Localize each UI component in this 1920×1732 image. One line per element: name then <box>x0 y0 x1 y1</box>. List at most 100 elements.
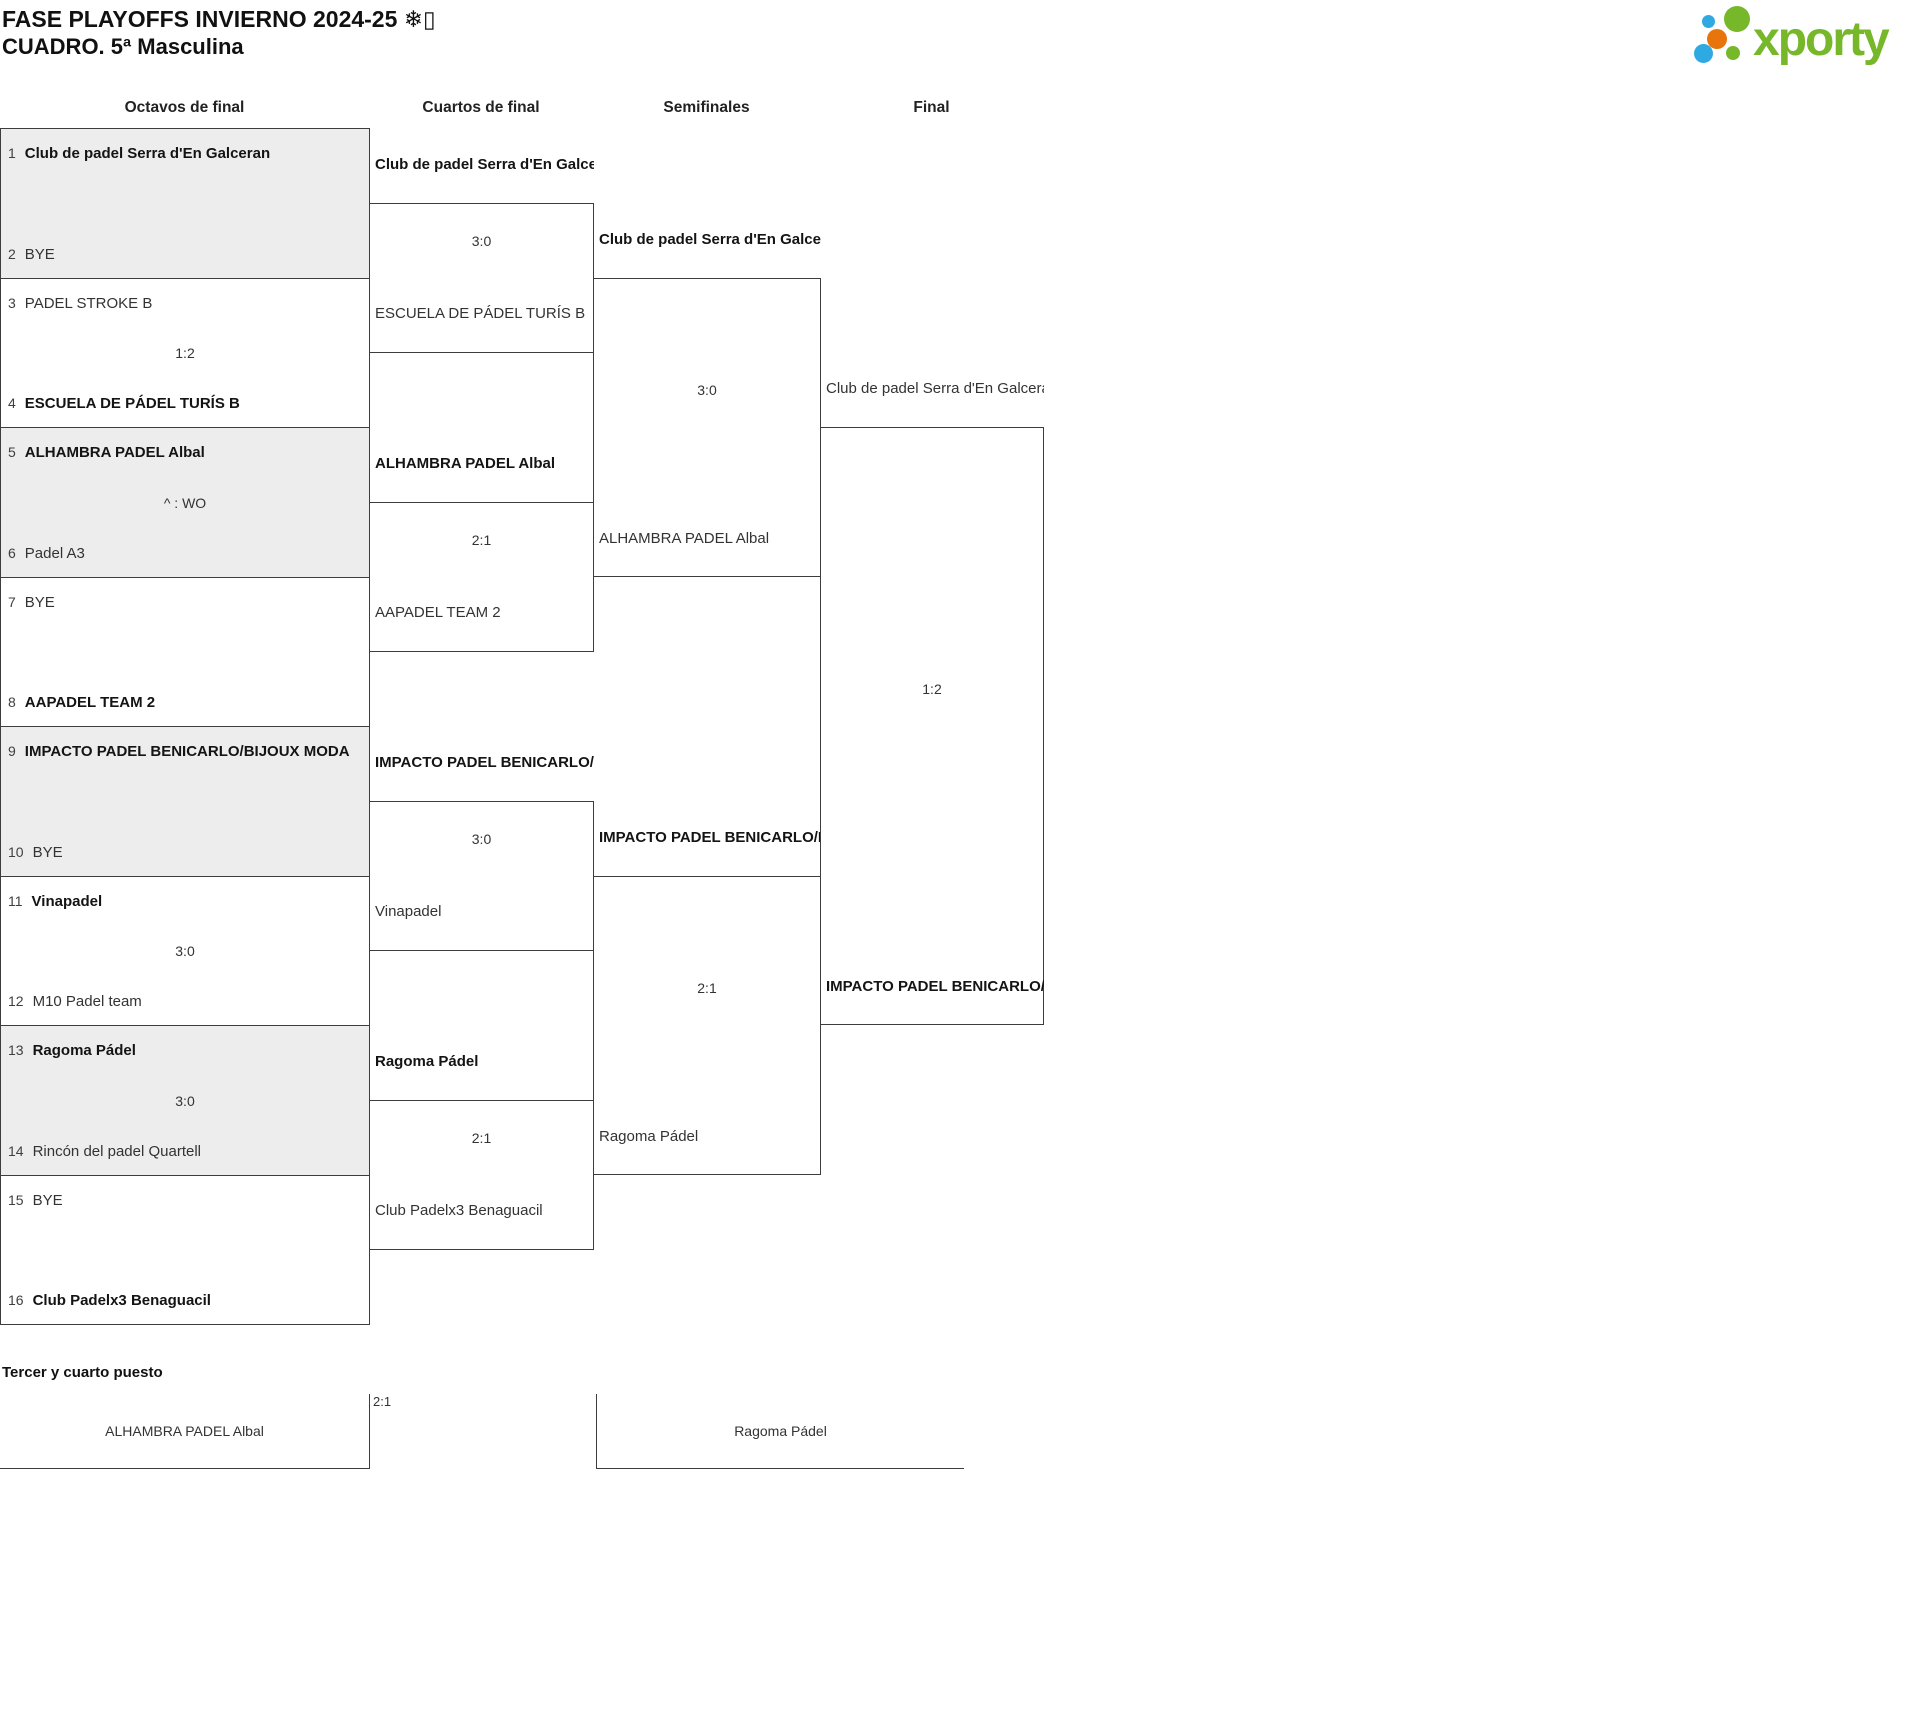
match-score: 3:0 <box>175 943 195 959</box>
team-name: Club de padel Serra d'En Galceran <box>375 156 594 173</box>
team-name: Club de padel Serra d'En Galceran <box>826 380 1044 397</box>
r16-match-7: 13 Ragoma Pádel 3:0 14 Rincón del padel Qu… <box>0 1025 370 1176</box>
third-place-team2-box: Ragoma Pádel <box>596 1394 964 1469</box>
team-name: BYE <box>24 594 55 611</box>
match-score: 3:0 <box>471 831 492 847</box>
qf1-team1-label: Club de padel Serra d'En Galceran <box>369 156 594 174</box>
logo-dot-blue-medium <box>1694 44 1713 63</box>
round-header-final: Final <box>913 99 950 116</box>
qf2-match-box: 2:1 <box>369 502 594 652</box>
round-header-octavos: Octavos de final <box>124 99 245 116</box>
team-name: IMPACTO PADEL BENICARLO/BIJOUX MODA <box>599 829 821 846</box>
qf4-match-box: 2:1 <box>369 1100 594 1250</box>
match-score <box>1 643 369 661</box>
team-name: Padel A3 <box>24 545 85 562</box>
seed-number: 7 <box>8 594 16 610</box>
team-name: Ragoma Pádel <box>375 1053 479 1070</box>
page-title: FASE PLAYOFFS INVIERNO 2024-25 ❄▯ <box>2 6 436 32</box>
qf1-team2-label: ESCUELA DE PÁDEL TURÍS B <box>369 305 594 323</box>
sf1-team2-label: ALHAMBRA PADEL Albal <box>593 530 821 548</box>
seed-number: 6 <box>8 545 16 561</box>
team-name: Club de padel Serra d'En Galceran <box>24 145 271 162</box>
sf2-team2-label: Ragoma Pádel <box>593 1128 821 1146</box>
seed-number: 9 <box>8 743 16 759</box>
seed-number: 15 <box>8 1192 24 1208</box>
seed-number: 2 <box>8 246 16 262</box>
qf1-match-box: 3:0 <box>369 203 594 353</box>
seed-number: 4 <box>8 395 16 411</box>
match-score: 2:1 <box>697 980 717 996</box>
r16-match-3: 5 ALHAMBRA PADEL Albal ^ : WO 6 Padel A3 <box>0 427 370 578</box>
team-name: ALHAMBRA PADEL Albal <box>599 530 770 547</box>
logo-dot-orange <box>1707 29 1727 49</box>
seed-number: 14 <box>8 1143 24 1159</box>
team-name: Ragoma Pádel <box>734 1423 827 1439</box>
team-name: ALHAMBRA PADEL Albal <box>24 444 205 461</box>
sf2-team1-label: IMPACTO PADEL BENICARLO/BIJOUX MODA <box>593 829 821 847</box>
team-name: PADEL STROKE B <box>24 295 153 312</box>
team-name: Club Padelx3 Benaguacil <box>375 1202 543 1219</box>
qf2-team1-label: ALHAMBRA PADEL Albal <box>369 455 594 473</box>
r16-match-1: 1 Club de padel Serra d'En Galceran 2 BYE <box>0 128 370 279</box>
match-score <box>1 1241 369 1259</box>
seed-number: 12 <box>8 993 24 1009</box>
team-name: Club Padelx3 Benaguacil <box>32 1292 211 1309</box>
final-team1-label: Club de padel Serra d'En Galceran <box>820 380 1044 398</box>
r16-match-8: 15 BYE 16 Club Padelx3 Benaguacil <box>0 1175 370 1325</box>
team-name: Rincón del padel Quartell <box>32 1143 202 1160</box>
team-name: Vinapadel <box>375 903 442 920</box>
seed-number: 5 <box>8 444 16 460</box>
team-name: BYE <box>24 246 55 263</box>
seed-number: 3 <box>8 295 16 311</box>
match-score: 3:0 <box>471 233 492 249</box>
seed-number: 8 <box>8 694 16 710</box>
match-score: 1:2 <box>922 681 942 697</box>
seed-number: 13 <box>8 1042 24 1058</box>
seed-number: 16 <box>8 1292 24 1308</box>
qf4-team1-label: Ragoma Pádel <box>369 1053 594 1071</box>
third-place-team1-box: ALHAMBRA PADEL Albal <box>0 1394 370 1469</box>
qf2-team2-label: AAPADEL TEAM 2 <box>369 604 594 622</box>
final-team2-label: IMPACTO PADEL BENICARLO/BIJOUX MODA <box>820 978 1044 996</box>
third-place-heading: Tercer y cuarto puesto <box>2 1364 163 1381</box>
r16-match-6: 11 Vinapadel 3:0 12 M10 Padel team <box>0 876 370 1026</box>
xporty-logo[interactable]: xporty <box>1650 0 1918 80</box>
third-place-score: 2:1 <box>373 1394 392 1409</box>
team-name: Ragoma Pádel <box>599 1128 699 1145</box>
logo-dot-blue-small <box>1702 15 1715 28</box>
logo-dot-green-small <box>1726 46 1740 60</box>
final-match-box: 1:2 <box>820 427 1044 1025</box>
team-name: IMPACTO PADEL BENICARLO/BIJOUX MODA <box>826 978 1044 995</box>
team-name: Club de padel Serra d'En Galceran <box>599 231 821 248</box>
team-name: M10 Padel team <box>32 993 142 1010</box>
r16-match-5: 9 IMPACTO PADEL BENICARLO/BIJOUX MODA 10 B… <box>0 726 370 877</box>
match-score: 2:1 <box>471 1130 492 1146</box>
seed-number: 11 <box>8 893 23 909</box>
team-name: ALHAMBRA PADEL Albal <box>105 1423 264 1439</box>
page-subtitle: CUADRO. 5ª Masculina <box>2 34 244 59</box>
team-name: BYE <box>32 844 63 861</box>
team-name: AAPADEL TEAM 2 <box>375 604 501 621</box>
qf3-team2-label: Vinapadel <box>369 903 594 921</box>
team-name: IMPACTO PADEL BENICARLO/BIJOUX MODA <box>24 743 350 760</box>
round-header-semifinales: Semifinales <box>663 99 750 116</box>
logo-dot-green-large <box>1724 6 1750 32</box>
match-score: ^ : WO <box>163 494 207 511</box>
match-score: 3:0 <box>697 382 717 398</box>
team-name: Ragoma Pádel <box>32 1042 136 1059</box>
team-name: BYE <box>32 1192 63 1209</box>
qf3-match-box: 3:0 <box>369 801 594 951</box>
team-name: Vinapadel <box>31 893 103 910</box>
seed-number: 10 <box>8 844 24 860</box>
team-name: IMPACTO PADEL BENICARLO/BIJOUX MODA <box>375 754 594 771</box>
team-name: ESCUELA DE PÁDEL TURÍS B <box>24 395 240 412</box>
r16-match-4: 7 BYE 8 AAPADEL TEAM 2 <box>0 577 370 727</box>
team-name: AAPADEL TEAM 2 <box>24 694 156 711</box>
sf1-team1-label: Club de padel Serra d'En Galceran <box>593 231 821 249</box>
match-score: 2:1 <box>471 532 492 548</box>
sf2-match-box: 2:1 <box>593 876 821 1175</box>
r16-match-2: 3 PADEL STROKE B 1:2 4 ESCUELA DE PÁDEL TU… <box>0 278 370 428</box>
qf3-team1-label: IMPACTO PADEL BENICARLO/BIJOUX MODA <box>369 754 594 772</box>
logo-wordmark: xporty <box>1753 13 1890 66</box>
